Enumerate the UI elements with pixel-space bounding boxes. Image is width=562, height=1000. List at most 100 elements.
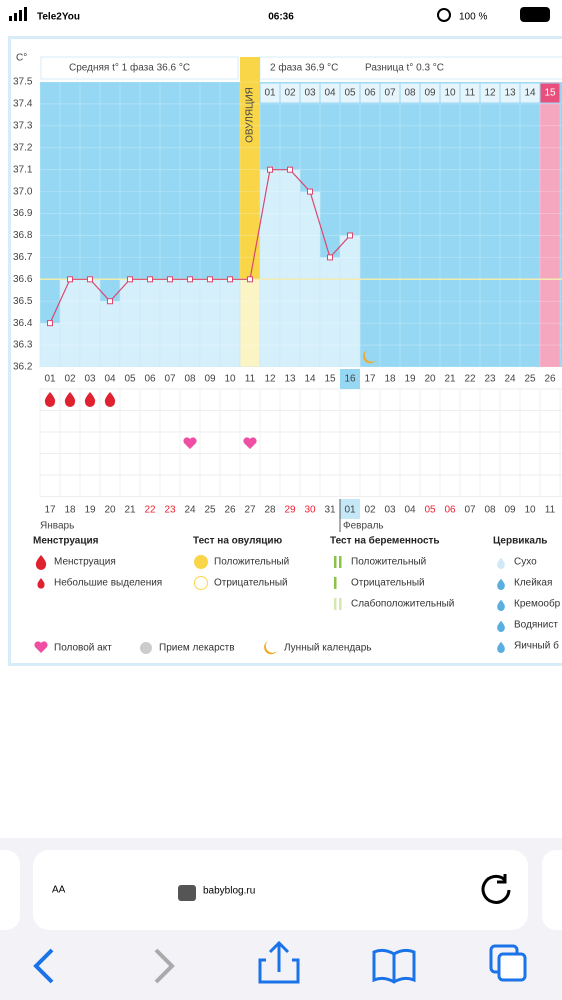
x-tick-label: 11 [245,374,256,385]
legend-item: Слабоположительный [351,598,454,610]
y-tick-label: 37.4 [13,99,33,110]
today-column [540,82,560,367]
date-label: 22 [144,505,156,516]
date-label: 17 [44,505,56,516]
point [127,276,133,283]
x-tick-label: 02 [64,374,76,385]
phase2-day: 06 [364,88,376,99]
legend-icon [334,556,337,568]
drop-icon [64,392,76,407]
date-label: 25 [204,505,216,516]
point [207,276,213,283]
back[interactable] [33,948,54,984]
point [67,276,73,283]
date-label: 04 [404,505,416,516]
carrier: Tele2You [37,12,80,23]
legend-icon [334,577,337,589]
tabs[interactable] [497,952,527,982]
point [187,276,193,283]
x-tick-label: 12 [264,374,276,385]
x-tick-label: 08 [184,374,196,385]
date-label: 21 [124,505,136,516]
date-label: 01 [344,505,356,516]
forward[interactable] [154,948,175,984]
date-label: 02 [364,505,376,516]
url[interactable]: babyblog.ru [203,886,255,897]
date-label: 05 [424,505,436,516]
phase2-day: 13 [504,88,516,99]
date-label: 26 [224,505,236,516]
date-label: 10 [524,505,536,516]
y-label: C° [16,53,27,64]
y-tick-label: 37.2 [13,142,33,153]
x-tick-label: 22 [464,374,476,385]
alarm-icon [437,8,451,22]
legend-item: Клейкая [514,578,552,589]
signal [9,7,27,21]
y-tick-label: 36.5 [13,296,33,307]
drop-icon [84,392,96,407]
point [267,166,273,173]
legend-item: Отрицательный [351,578,425,589]
x-tick-label: 15 [324,374,336,385]
y-tick-label: 36.4 [13,318,33,329]
x-tick-label: 06 [144,374,156,385]
bookmarks[interactable] [372,948,416,984]
legend-item: Положительный [351,557,426,568]
date-label: 27 [244,505,256,516]
x-tick-label: 18 [384,374,396,385]
heart-icon [34,641,48,653]
share[interactable] [258,940,300,984]
phase2-day: 01 [264,88,276,99]
phase2-day: 12 [484,88,496,99]
y-tick-label: 37.0 [13,186,33,197]
date-label: 29 [284,505,296,516]
point [347,232,353,239]
drop-icon [35,555,47,570]
text-size[interactable]: AA [52,885,66,896]
drop-icon [497,641,505,654]
today-cell [340,369,360,389]
legend-icon [334,598,337,610]
date-label: 30 [304,505,316,516]
y-tick-label: 36.9 [13,208,33,219]
address-bar[interactable] [33,850,528,930]
point [247,276,253,283]
x-tick-label: 23 [484,374,496,385]
legend-title: Цервикаль [493,536,547,547]
x-tick-label: 19 [404,374,416,385]
tab-next[interactable] [542,850,562,930]
phase2-day: 15 [544,88,556,99]
point [147,276,153,283]
legend-item: Лунный календарь [284,643,372,654]
date-label: 03 [384,505,396,516]
drop-icon [44,392,56,407]
legend-item: Небольшие выделения [54,577,162,589]
legend-item: Положительный [214,557,289,568]
phase2-day: 08 [404,88,416,99]
x-tick-label: 09 [204,374,216,385]
date-label: 24 [184,505,196,516]
header-cell [40,56,239,80]
y-tick-label: 36.3 [13,340,33,351]
bar [319,257,341,368]
date-label: 18 [64,505,76,516]
heart-icon [183,437,197,449]
date-label: 19 [84,505,96,516]
phase1: Средняя t° 1 фаза 36.6 °C [69,62,190,74]
drop-icon [104,392,116,407]
point [287,166,293,173]
tab-prev[interactable] [0,850,20,930]
y-tick-label: 37.3 [13,120,33,131]
reload[interactable] [481,874,511,904]
x-tick-label: 05 [124,374,136,385]
x-tick-label: 01 [44,374,56,385]
y-tick-label: 37.1 [13,164,33,175]
date-label: 28 [264,505,276,516]
point [47,320,53,327]
legend-title: Тест на овуляцию [193,536,283,547]
legend-title: Тест на беременность [330,535,440,547]
month: Февраль [343,521,384,532]
x-tick-label: 14 [304,374,316,385]
